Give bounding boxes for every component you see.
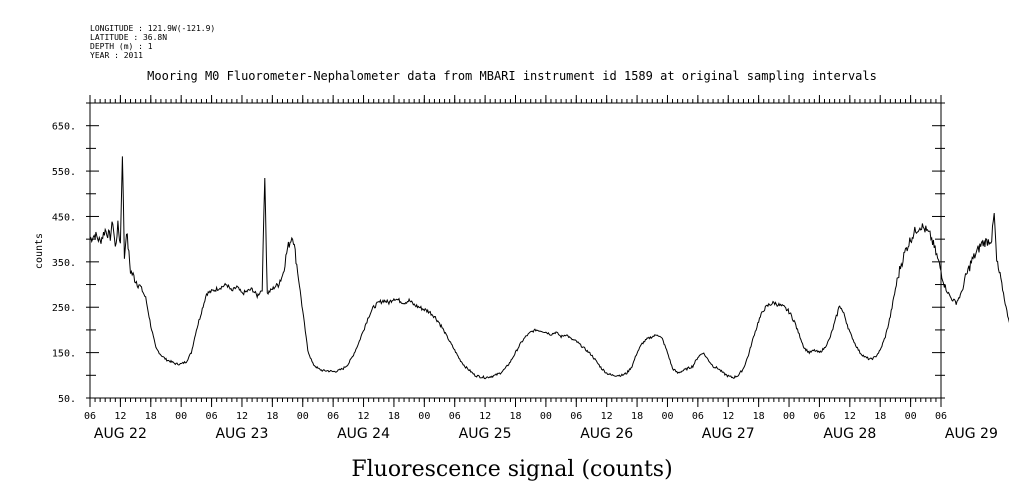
x-tick-label: 18 <box>631 411 643 422</box>
day-labels: AUG 22 AUG 23 AUG 24 AUG 25 AUG 26 AUG 27 AUG … <box>94 426 998 442</box>
plot-frame <box>89 102 942 399</box>
day-label: AUG 23 <box>215 426 268 442</box>
x-tick-label: 06 <box>449 411 461 422</box>
x-tick-label: 00 <box>661 411 673 422</box>
meta-longitude: LONGITUDE : 121.9W(-121.9) <box>90 24 215 33</box>
meta-latitude: LATITUDE : 36.8N <box>90 33 167 42</box>
meta-depth: DEPTH (m) : 1 <box>90 42 153 51</box>
x-tick-label: 12 <box>479 411 491 422</box>
y-tick-label: 450. <box>52 212 76 223</box>
y-tick-label: 350. <box>52 258 76 269</box>
day-label: AUG 27 <box>702 426 755 442</box>
x-tick-label: 06 <box>813 411 825 422</box>
x-tick-label: 06 <box>692 411 704 422</box>
day-label: AUG 26 <box>580 426 633 442</box>
x-tick-label: 06 <box>84 411 96 422</box>
x-tick-label: 00 <box>297 411 309 422</box>
x-tick-label: 18 <box>145 411 157 422</box>
x-tick-label: 12 <box>601 411 613 422</box>
day-label: AUG 22 <box>94 426 147 442</box>
y-tick-label: 250. <box>52 303 76 314</box>
x-tick-label: 00 <box>783 411 795 422</box>
x-axis-label: Fluorescence signal (counts) <box>351 457 672 482</box>
day-label: AUG 25 <box>459 426 512 442</box>
x-tick-label: 06 <box>206 411 218 422</box>
x-tick-label: 06 <box>570 411 582 422</box>
x-tick-label: 00 <box>175 411 187 422</box>
x-tick-label: 12 <box>114 411 126 422</box>
x-tick-label: 12 <box>236 411 248 422</box>
x-tick-label: 12 <box>722 411 734 422</box>
x-tick-label: 18 <box>509 411 521 422</box>
x-tick-label: 18 <box>753 411 765 422</box>
x-tick-label: 12 <box>358 411 370 422</box>
x-tick-labels: 06 12 18 00 06 12 18 00 06 12 18 00 06 12 18 00 06 12 18 00… <box>84 411 947 422</box>
x-tick-label: 00 <box>540 411 552 422</box>
chart-title: Mooring M0 Fluorometer-Nephalometer data… <box>147 69 877 83</box>
y-tick-label: 550. <box>52 167 76 178</box>
x-tick-label: 18 <box>266 411 278 422</box>
x-tick-label: 00 <box>418 411 430 422</box>
x-tick-label: 18 <box>874 411 886 422</box>
day-label: AUG 29 <box>945 426 998 442</box>
tick-marks <box>86 95 945 407</box>
y-axis-label: counts <box>34 233 45 269</box>
x-tick-label: 18 <box>388 411 400 422</box>
day-label: AUG 24 <box>337 426 390 442</box>
x-tick-label: 12 <box>844 411 856 422</box>
meta-year: YEAR : 2011 <box>90 51 143 60</box>
x-tick-label: 06 <box>327 411 339 422</box>
x-tick-label: 06 <box>935 411 947 422</box>
x-tick-label: 00 <box>905 411 917 422</box>
y-tick-labels: 50. 150. 250. 350. 450. 550. 650. <box>52 122 76 405</box>
y-tick-label: 50. <box>58 394 76 405</box>
y-tick-label: 650. <box>52 122 76 133</box>
series-line <box>89 156 1009 380</box>
day-label: AUG 28 <box>823 426 876 442</box>
y-tick-label: 150. <box>52 349 76 360</box>
